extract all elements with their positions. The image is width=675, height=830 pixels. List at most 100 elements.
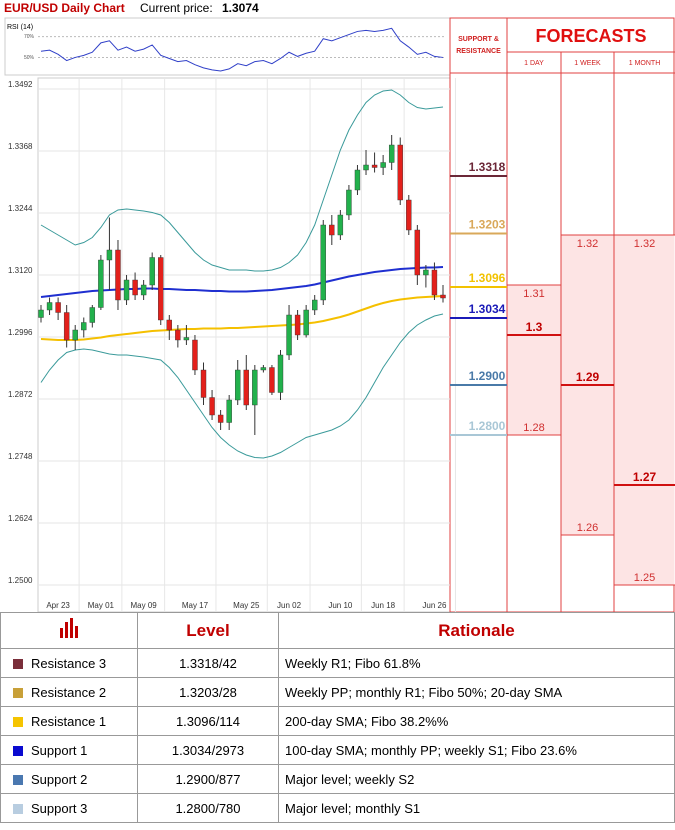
candle-body [354,169,361,191]
y-tick-label: 1.2500 [8,576,33,585]
level-name: Support 3 [31,800,88,816]
level-name: Resistance 2 [31,684,107,700]
x-tick-label: May 01 [88,601,115,610]
x-tick-label: May 17 [182,601,209,610]
level-rationale: Major level; monthly S1 [278,793,675,823]
x-tick-label: Jun 02 [277,601,302,610]
candle-body [200,369,207,398]
level-name-cell: Support 2 [0,764,138,794]
level-swatch [13,687,23,698]
candle-body [337,214,344,236]
level-swatch [13,774,23,785]
forecast-low-label: 1.28 [523,422,544,434]
candle-body [320,224,326,301]
y-tick-label: 1.2748 [8,452,33,461]
table-row: Resistance 2 1.3203/28 Weekly PP; monthly … [0,677,675,707]
candle-body [235,369,241,401]
candle-body [106,249,113,261]
candle-body [286,314,292,356]
forecast-range [614,235,675,585]
forecast-range [507,285,561,435]
candle-body [132,279,138,296]
candle-body [388,144,395,163]
forecast-mid-label: 1.27 [633,470,657,484]
forecasts-title: FORECASTS [535,26,646,46]
horizon-label: 1 WEEK [574,60,601,67]
candle-body [423,269,429,276]
level-rationale: Major level; weekly S2 [278,764,675,794]
candle-body [140,284,147,296]
candle-body [115,249,121,301]
levels-table: Level Rationale Resistance 3 1.3318/42 Wee… [0,612,675,823]
price-value: 1.3074 [222,1,259,15]
forecast-mid-label: 1.29 [576,370,600,384]
chart-panel: EUR/USD Daily Chart Current price: 1.307… [4,1,675,613]
candle-body [243,369,249,406]
candle-body [294,314,301,336]
y-tick-label: 1.3120 [8,266,33,275]
level-value: 1.3318/42 [137,648,279,678]
horizon-label: 1 MONTH [629,60,661,67]
level-name-cell: Resistance 2 [0,677,138,707]
level-swatch [13,803,23,814]
level-rationale: Weekly R1; Fibo 61.8% [278,648,675,678]
candle-body [158,257,164,321]
y-tick-label: 1.2624 [8,514,33,523]
candle-body [46,302,53,311]
column-header: Rationale [278,612,675,649]
level-name-cell: Support 1 [0,735,138,765]
candle-body [329,224,335,236]
level-value: 1.3096/114 [137,706,279,736]
candle-body [217,414,224,423]
x-tick-label: May 25 [233,601,260,610]
table-header: Level Rationale [0,612,675,649]
table-row: Support 3 1.2800/780 Major level; monthly … [0,793,675,823]
candle-body [149,257,155,286]
header-icon [0,612,138,649]
candle-body [63,312,70,341]
candle-body [269,367,275,393]
level-label: 1.2800 [469,419,506,433]
price-label: Current price: [140,1,213,15]
forecast-high-label: 1.32 [577,238,598,250]
candle-body [89,307,96,323]
y-tick-label: 1.2872 [8,390,33,399]
level-label: 1.3034 [469,302,506,316]
indicator-line [40,89,444,272]
level-swatch [13,658,23,669]
level-value: 1.2800/780 [137,793,279,823]
candle-body [38,309,44,318]
level-rationale: 200-day SMA; Fibo 38.2%% [278,706,675,736]
level-name-cell: Support 3 [0,793,138,823]
x-tick-label: Jun 18 [371,601,396,610]
forecast-low-label: 1.25 [634,572,655,584]
table-row: Support 1 1.3034/2973 100-day SMA; monthly… [0,735,675,765]
rsi-line [40,27,444,72]
table-row: Resistance 3 1.3318/42 Weekly R1; Fibo 61.… [0,648,675,678]
level-value: 1.3034/2973 [137,735,279,765]
forecast-high-label: 1.31 [523,288,544,300]
candle-body [192,339,198,371]
candle-body [55,302,61,313]
candle-body [183,337,190,341]
candle-body [98,259,104,308]
candle-body [346,189,352,216]
candle-body [371,164,378,168]
y-tick-label: 1.3368 [8,142,33,151]
candle-body [209,397,215,416]
level-rationale: Weekly PP; monthly R1; Fibo 50%; 20-day … [278,677,675,707]
level-rationale: 100-day SMA; monthly PP; weekly S1; Fibo… [278,735,675,765]
column-header: Level [137,612,279,649]
forecast-mid-label: 1.3 [526,320,543,334]
level-swatch [13,716,23,727]
forecast-low-label: 1.26 [577,522,598,534]
level-name: Resistance 3 [31,655,107,671]
level-name: Resistance 1 [31,713,107,729]
candle-body [406,199,412,231]
level-name-cell: Resistance 3 [0,648,138,678]
candle-body [81,322,87,331]
rsi-label: RSI (14) [7,24,33,31]
table-row: Resistance 1 1.3096/114 200-day SMA; Fibo … [0,706,675,736]
candle-body [363,164,369,171]
chart-title: EUR/USD Daily Chart [4,1,125,15]
